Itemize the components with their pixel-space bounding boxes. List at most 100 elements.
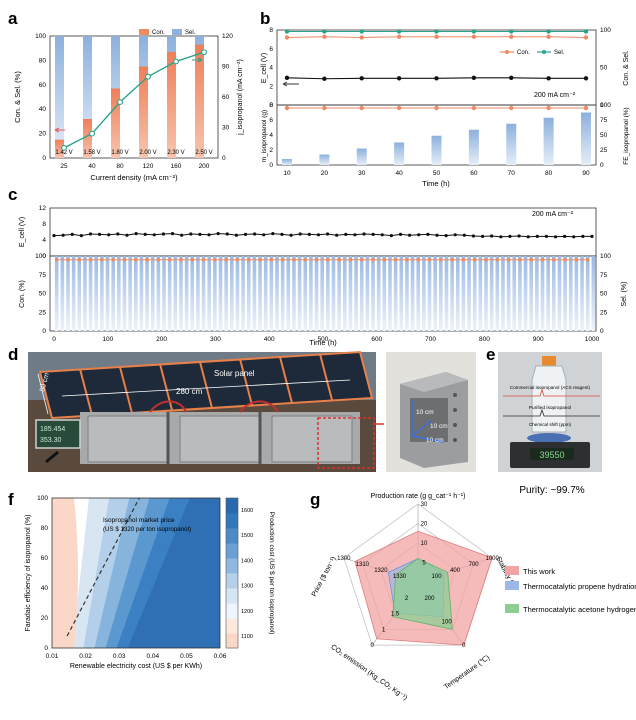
radar-axis-label: Production rate (g g_cat⁻¹ h⁻¹) xyxy=(371,493,466,500)
radar-ring-label: 200 xyxy=(424,596,435,602)
y-tick-label: 100 xyxy=(37,495,48,502)
y2-tick-label: 50 xyxy=(600,65,608,72)
sel-line-point xyxy=(583,29,589,34)
con-point xyxy=(201,258,206,262)
sel-bar xyxy=(133,256,138,331)
colorbar-tick-label: 1200 xyxy=(241,609,253,615)
sel-bar xyxy=(235,256,240,331)
ecell-line-point xyxy=(396,76,402,81)
colorbar-segment xyxy=(226,633,238,649)
colorbar-frame xyxy=(225,497,239,649)
sel-bar xyxy=(252,256,257,331)
sel-bar xyxy=(196,256,200,331)
ecell-point xyxy=(398,232,403,236)
sel-bar xyxy=(246,256,251,331)
ecell-point xyxy=(581,234,585,238)
legend-swatch-acetone xyxy=(505,604,519,613)
y-tick-label: 100 xyxy=(35,253,46,260)
x-tick-label: 50 xyxy=(433,170,441,177)
highlight-box xyxy=(317,417,375,469)
panel-letter-a: a xyxy=(8,9,18,28)
mass-bar xyxy=(282,159,292,165)
ecell-point xyxy=(298,232,302,236)
sel-bar xyxy=(455,256,460,331)
radar-ring-label: 20 xyxy=(421,522,428,528)
sel-bar xyxy=(309,256,313,331)
radar-ring-label: 5 xyxy=(422,561,426,567)
ecell-point xyxy=(499,235,503,239)
sel-bar xyxy=(512,256,517,331)
y-tick-label: 80 xyxy=(41,525,49,532)
sel-bar xyxy=(94,256,99,331)
con-line-point xyxy=(359,35,364,40)
x-tick-label: 120 xyxy=(143,163,154,170)
x-tick-label: 80 xyxy=(116,163,124,170)
y-tick-label: 6 xyxy=(269,46,273,53)
con-point xyxy=(506,258,511,262)
y-tick-label: 2 xyxy=(269,83,273,90)
sel-bar xyxy=(218,256,223,331)
sel-bar xyxy=(275,256,279,331)
line-point xyxy=(145,73,151,80)
x-tick-label: 200 xyxy=(199,163,210,170)
voltage-label: 2.50 V xyxy=(195,150,212,156)
bar-sel xyxy=(83,36,92,158)
con-point xyxy=(77,258,81,262)
y-tick-label: 80 xyxy=(39,57,47,64)
legend-swatch-sel xyxy=(172,29,182,35)
con-point xyxy=(461,258,466,262)
ecell-point xyxy=(243,232,248,236)
x-tick-label: 200 xyxy=(156,336,167,343)
ecell-point xyxy=(307,232,311,236)
x-tick-label: 40 xyxy=(396,170,404,177)
scale-reading: 39550 xyxy=(539,450,564,460)
ecell-point xyxy=(362,232,366,236)
nmr-axis-label: Chemical shift (ppm) xyxy=(529,422,572,427)
x-tick-label: 700 xyxy=(425,336,436,343)
sel-bar xyxy=(540,256,545,331)
ecell-point xyxy=(563,234,567,238)
x-tick-label: 0 xyxy=(52,336,56,343)
sel-bar xyxy=(399,256,404,331)
sel-bar xyxy=(184,256,189,331)
mass-bar xyxy=(394,142,405,165)
x-tick-label: 0.01 xyxy=(46,653,59,660)
bars-a xyxy=(55,36,204,158)
mass-bar xyxy=(543,117,554,165)
balance-scale xyxy=(510,433,590,468)
con-point xyxy=(450,258,454,262)
sel-bar xyxy=(297,256,302,331)
bar-sel xyxy=(55,36,64,158)
fe-line-point xyxy=(359,105,364,111)
ecell-point xyxy=(353,233,357,237)
height-dimension-label: 50 cm xyxy=(39,372,51,392)
legend-b: Con. Sel. xyxy=(500,50,565,56)
radar-ring-label: 700 xyxy=(469,562,480,568)
sel-bar xyxy=(591,256,596,331)
legend-marker-sel xyxy=(542,50,546,54)
y2-tick-label: 0 xyxy=(222,155,226,162)
sel-bar xyxy=(241,256,245,331)
ecell-line-point xyxy=(546,76,551,81)
sel-bar xyxy=(342,256,347,331)
y-tick-label: 25 xyxy=(39,309,47,316)
con-point xyxy=(416,258,420,262)
legend-swatch-con xyxy=(139,29,149,35)
sel-bar xyxy=(320,256,324,331)
bar-con xyxy=(55,139,64,158)
con-line-point xyxy=(322,34,327,39)
sel-bar xyxy=(376,256,381,331)
mass-bar xyxy=(581,112,591,165)
x-tick-label: 0.03 xyxy=(113,653,126,660)
sel-bar xyxy=(382,256,387,331)
mass-bar xyxy=(319,154,330,165)
sel-bar xyxy=(88,256,93,331)
con-line-point xyxy=(471,34,477,39)
colorbar-tick-label: 1100 xyxy=(241,634,253,640)
arrow-left-icon xyxy=(282,81,299,87)
isopropanol-bottle xyxy=(531,356,567,433)
ecell-point xyxy=(535,234,539,238)
colorbar-segment xyxy=(226,588,238,604)
sel-bar xyxy=(173,256,178,331)
sel-bar xyxy=(105,256,110,331)
